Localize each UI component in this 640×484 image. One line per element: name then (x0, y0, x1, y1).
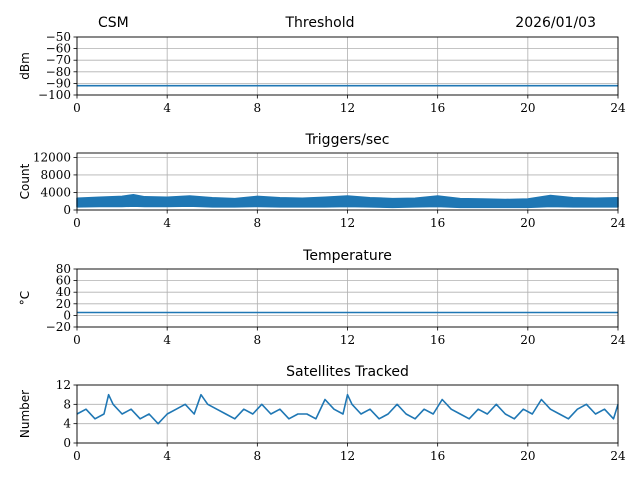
x-tick-label: 12 (340, 449, 355, 463)
y-axis-label: dBm (18, 52, 32, 80)
x-tick-label: 8 (254, 333, 262, 347)
x-tick-label: 20 (520, 333, 535, 347)
y-tick-label: 20 (56, 297, 71, 311)
x-tick-label: 16 (430, 449, 445, 463)
y-tick-label: 80 (56, 262, 71, 276)
x-tick-label: 20 (520, 216, 535, 230)
y-tick-label: −20 (46, 320, 71, 334)
x-tick-label: 8 (254, 101, 262, 115)
x-tick-label: 16 (430, 333, 445, 347)
x-tick-label: 24 (610, 101, 626, 115)
x-tick-label: 8 (254, 449, 262, 463)
x-tick-label: 12 (340, 333, 355, 347)
x-tick-label: 0 (73, 216, 81, 230)
x-tick-label: 24 (610, 216, 626, 230)
y-tick-label: 8 (63, 397, 71, 411)
y-axis-label: °C (18, 291, 32, 305)
series-band-1 (76, 193, 619, 209)
y-axis-label: Number (18, 390, 32, 438)
y-tick-label: 12000 (33, 150, 71, 164)
x-tick-label: 24 (610, 333, 626, 347)
x-tick-label: 8 (254, 216, 262, 230)
x-tick-label: 0 (73, 333, 81, 347)
x-tick-label: 4 (163, 101, 171, 115)
x-tick-label: 0 (73, 449, 81, 463)
header-left-text: CSM (98, 15, 129, 31)
y-tick-label: 12 (56, 378, 71, 392)
x-tick-label: 12 (340, 101, 355, 115)
series-line-1 (76, 393, 619, 425)
y-tick-label: −100 (38, 88, 71, 102)
x-tick-label: 16 (430, 101, 445, 115)
x-tick-label: 0 (73, 101, 81, 115)
y-tick-label: −50 (46, 30, 71, 44)
y-tick-label: 4 (63, 417, 71, 431)
y-tick-label: 0 (63, 203, 71, 217)
y-tick-label: 0 (63, 436, 71, 450)
y-tick-label: −80 (46, 65, 71, 79)
y-tick-label: 8000 (40, 168, 71, 182)
x-tick-label: 20 (520, 449, 535, 463)
y-tick-label: −70 (46, 53, 71, 67)
chart-panel-1: 0 4 8 12 16 20 24 −100−90−80−70−60−50 dBm (18, 30, 626, 115)
x-tick-label: 4 (163, 216, 171, 230)
x-tick-label: 4 (163, 333, 171, 347)
x-tick-label: 24 (610, 449, 626, 463)
chart-panels: 0 4 8 12 16 20 24 −100−90−80−70−60−50 dBm 0 4 8 12 16… (18, 30, 626, 463)
y-tick-label: 4000 (40, 185, 71, 199)
chart-panel-2: 0 4 8 12 16 20 24 0 4000 8000 12000 Triggers/sec Cou… (18, 132, 626, 230)
chart-panel-4: 0 4 8 12 16 20 24 0 4 8 12 Satellites Tracked Number (18, 364, 626, 463)
panel-title: Triggers/sec (305, 132, 390, 148)
x-tick-label: 12 (340, 216, 355, 230)
x-tick-label: 16 (430, 216, 445, 230)
y-tick-label: 0 (63, 308, 71, 322)
panel-title: Temperature (302, 248, 392, 264)
y-tick-label: −60 (46, 42, 71, 56)
header-date-text: 2026/01/03 (515, 15, 596, 31)
y-tick-label: −90 (46, 76, 71, 90)
panel-title: Satellites Tracked (286, 364, 409, 380)
y-tick-label: 60 (56, 274, 71, 288)
header-center-text: Threshold (285, 15, 355, 31)
x-tick-label: 20 (520, 101, 535, 115)
y-axis-label: Count (18, 163, 32, 199)
x-tick-label: 4 (163, 449, 171, 463)
y-tick-label: 40 (56, 285, 71, 299)
